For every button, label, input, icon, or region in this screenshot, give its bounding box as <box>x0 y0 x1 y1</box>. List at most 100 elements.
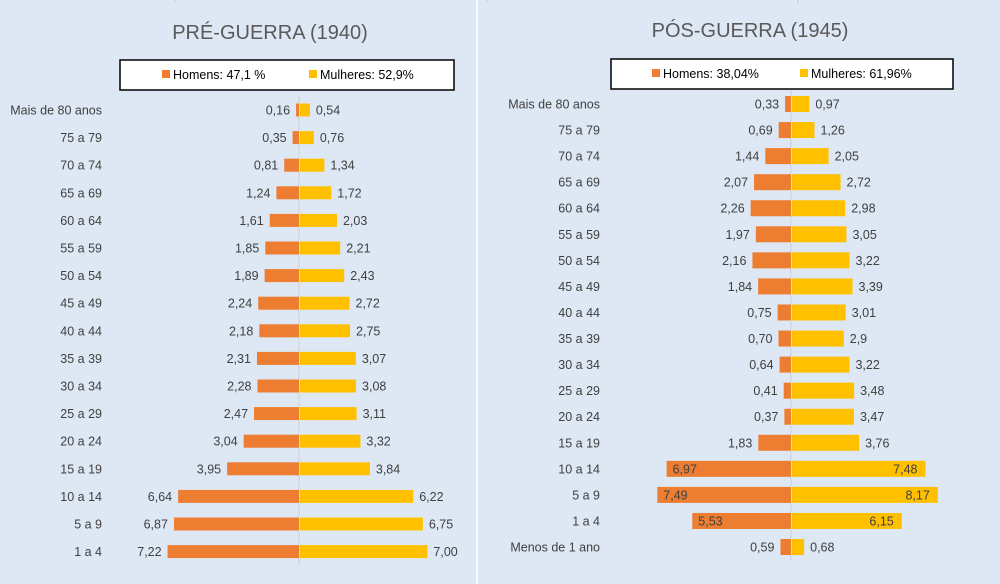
data-label-men: 7,22 <box>137 545 161 559</box>
data-label-men: 0,64 <box>749 358 773 372</box>
data-label-men: 2,24 <box>228 297 252 311</box>
category-label: 35 a 39 <box>558 332 600 346</box>
bar-men <box>265 241 299 255</box>
data-label-women: 0,97 <box>815 98 839 112</box>
bar-men <box>167 545 299 559</box>
category-label: 60 a 64 <box>60 214 102 228</box>
bar-women <box>792 148 829 165</box>
data-label-women: 2,72 <box>356 297 380 311</box>
bar-men <box>785 96 791 112</box>
bar-men <box>257 379 299 393</box>
category-label: 10 a 14 <box>60 490 102 504</box>
category-label: 20 a 24 <box>558 410 600 424</box>
data-label-men: 0,33 <box>755 98 779 112</box>
bar-men <box>783 382 791 399</box>
data-label-men: 2,28 <box>227 380 251 394</box>
category-label: 30 a 34 <box>558 358 600 372</box>
bar-men <box>657 486 791 503</box>
bar-men <box>666 460 791 477</box>
legend-swatch-women <box>800 69 808 77</box>
bar-women <box>300 517 423 531</box>
data-label-women: 0,76 <box>320 131 344 145</box>
data-label-women: 2,05 <box>835 150 859 164</box>
data-label-men: 2,16 <box>722 254 746 268</box>
bar-men <box>750 200 791 217</box>
data-label-men: 1,84 <box>728 280 752 294</box>
category-label: Mais de 80 anos <box>508 98 600 112</box>
bar-men <box>292 131 299 145</box>
bar-women <box>792 486 938 503</box>
bar-women <box>792 460 926 477</box>
bar-women <box>792 252 850 269</box>
chart-title: PÓS-GUERRA (1945) <box>652 19 849 42</box>
category-label: 10 a 14 <box>558 462 600 476</box>
category-label: 70 a 74 <box>60 159 102 173</box>
bar-men <box>758 278 791 295</box>
data-label-women: 3,39 <box>859 280 883 294</box>
category-label: 1 a 4 <box>572 514 600 528</box>
data-label-men: 1,97 <box>725 228 749 242</box>
bar-women <box>300 158 325 172</box>
bar-women <box>792 434 860 451</box>
bar-women <box>792 304 846 321</box>
data-label-women: 6,75 <box>429 518 453 532</box>
category-label: Mais de 80 anos <box>10 104 102 118</box>
category-label: 55 a 59 <box>60 242 102 256</box>
data-label-men: 5,53 <box>698 514 722 528</box>
category-label: 75 a 79 <box>60 131 102 145</box>
data-label-men: 2,18 <box>229 324 253 338</box>
bar-men <box>692 512 791 529</box>
data-label-women: 6,22 <box>419 490 443 504</box>
category-label: Menos de 1 ano <box>510 541 600 555</box>
category-label: 40 a 44 <box>60 324 102 338</box>
data-label-women: 3,48 <box>860 384 884 398</box>
category-label: 35 a 39 <box>60 352 102 366</box>
category-label: 25 a 29 <box>558 384 600 398</box>
legend-box <box>610 58 954 90</box>
bar-men <box>779 356 791 373</box>
bar-women <box>300 489 414 503</box>
data-label-women: 1,72 <box>337 186 361 200</box>
data-label-women: 3,32 <box>366 435 390 449</box>
bar-men <box>778 330 791 347</box>
category-label: 45 a 49 <box>60 297 102 311</box>
bar-women <box>300 407 357 421</box>
bar-men <box>758 434 791 451</box>
data-label-men: 1,83 <box>728 436 752 450</box>
bar-men <box>780 539 791 556</box>
data-label-men: 6,97 <box>673 462 697 476</box>
category-label: 65 a 69 <box>558 176 600 190</box>
category-label: 70 a 74 <box>558 150 600 164</box>
bar-women <box>300 434 361 448</box>
data-label-women: 2,9 <box>850 332 867 346</box>
category-label: 45 a 49 <box>558 280 600 294</box>
data-label-men: 1,89 <box>234 269 258 283</box>
bar-women <box>300 324 351 338</box>
data-label-women: 2,75 <box>356 324 380 338</box>
data-label-men: 0,81 <box>254 159 278 173</box>
category-label: 5 a 9 <box>74 518 102 532</box>
data-label-men: 0,59 <box>750 541 774 555</box>
bar-women <box>792 356 850 373</box>
bar-women <box>792 512 902 529</box>
bar-women <box>300 213 337 227</box>
bar-women <box>300 462 370 476</box>
data-label-men: 3,95 <box>197 462 221 476</box>
bar-women <box>792 539 805 556</box>
data-label-men: 0,16 <box>266 104 290 118</box>
data-label-women: 2,98 <box>851 202 875 216</box>
data-label-women: 3,22 <box>855 358 879 372</box>
bar-men <box>259 324 299 338</box>
data-label-men: 6,64 <box>148 490 172 504</box>
bar-men <box>173 517 299 531</box>
category-label: 60 a 64 <box>558 202 600 216</box>
category-label: 75 a 79 <box>558 124 600 138</box>
data-label-men: 0,75 <box>747 306 771 320</box>
bar-men <box>258 296 299 310</box>
bar-women <box>792 382 855 399</box>
bar-men <box>243 434 299 448</box>
legend-label-women: Mulheres: 52,9% <box>320 68 414 82</box>
bar-women <box>300 351 356 365</box>
bar-women <box>792 226 847 243</box>
